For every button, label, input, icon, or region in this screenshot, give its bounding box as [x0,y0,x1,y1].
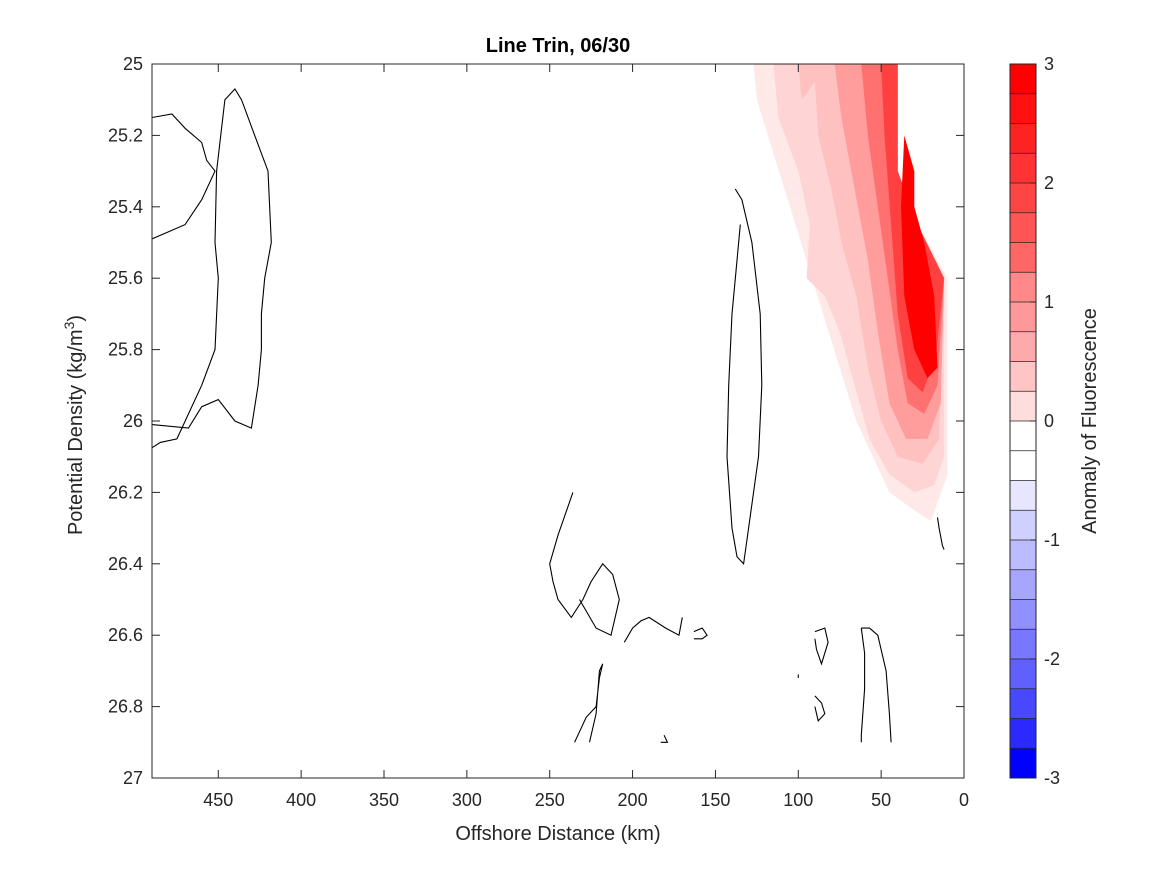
zero-contour-line-6 [814,627,829,666]
y-tick-label: 25.6 [108,268,143,288]
colorbar-segment [1010,599,1036,630]
zero-contour-line-7 [814,695,826,723]
zero-contour-line-3 [623,616,683,643]
colorbar-tick-label: -1 [1044,530,1060,550]
x-tick-label: 100 [783,790,813,810]
y-tick-label: 25 [123,54,143,74]
x-tick-label: 50 [871,790,891,810]
colorbar-segment [1010,688,1036,719]
colorbar-segment [1010,272,1036,303]
y-tick-label: 25.4 [108,197,143,217]
zero-contour-line-9 [861,627,892,743]
zero-contour-layer [152,88,945,743]
zero-contour-line-0 [152,113,216,240]
colorbar-segment [1010,153,1036,184]
y-axis-label-close: ) [65,315,87,322]
colorbar-segment [1010,480,1036,511]
colorbar-label: Anomaly of Fluorescence [1079,308,1101,534]
colorbar-segment [1010,212,1036,243]
zero-contour-line-4 [726,188,763,566]
y-tick-label: 25.8 [108,340,143,360]
colorbar [1010,64,1036,779]
colorbar-segment [1010,331,1036,362]
y-tick-label: 26 [123,411,143,431]
colorbar-segment [1010,510,1036,541]
colorbar-segment [1010,450,1036,481]
y-axis-label-sup: 3 [61,321,77,329]
x-axis: 450 400 350 300 250 200 150 100 50 0 [203,64,969,810]
colorbar-segment [1010,64,1036,95]
colorbar-tick-label: 1 [1044,292,1054,312]
colorbar-segment [1010,183,1036,214]
colorbar-segment [1010,718,1036,749]
x-tick-label: 150 [700,790,730,810]
anomaly-band-6 [901,64,938,379]
colorbar-tick-label: 0 [1044,411,1054,431]
zero-contour-line-12 [660,734,669,743]
x-tick-label: 400 [286,790,316,810]
zero-contour-line-5 [693,627,708,640]
y-tick-label: 26.6 [108,625,143,645]
colorbar-segment [1010,361,1036,392]
anomaly-fill-layer [753,64,948,521]
zero-contour-line-1 [152,88,272,449]
colorbar-segment [1010,302,1036,333]
colorbar-tick-label: 2 [1044,173,1054,193]
colorbar-segment [1010,242,1036,273]
colorbar-segment [1010,659,1036,690]
colorbar-segment [1010,421,1036,452]
colorbar-ticks: 3 2 1 0 -1 -2 -3 [1030,54,1060,788]
y-tick-label: 25.2 [108,125,143,145]
colorbar-tick-label: -3 [1044,768,1060,788]
zero-contour-line-10 [936,517,945,550]
colorbar-segment [1010,540,1036,571]
colorbar-segment [1010,748,1036,779]
y-tick-label: 26.4 [108,554,143,574]
y-tick-label: 27 [123,768,143,788]
x-tick-label: 0 [959,790,969,810]
x-tick-label: 300 [452,790,482,810]
y-axis-label-main: Potential Density (kg/m [65,329,87,535]
x-tick-label: 350 [369,790,399,810]
y-axis: 25 25.2 25.4 25.6 25.8 26 26.2 26.4 26.6 26.8 27 [108,54,964,788]
colorbar-segment [1010,123,1036,154]
zero-contour-line-2 [549,492,620,636]
y-tick-label: 26.2 [108,482,143,502]
colorbar-segment [1010,629,1036,660]
x-tick-label: 450 [203,790,233,810]
x-axis-label: Offshore Distance (km) [455,823,660,845]
colorbar-segment [1010,569,1036,600]
colorbar-tick-label: 3 [1044,54,1054,74]
colorbar-tick-label: -2 [1044,649,1060,669]
x-tick-label: 200 [618,790,648,810]
zero-contour-line-8 [860,628,866,743]
y-tick-label: 26.8 [108,697,143,717]
x-tick-label: 250 [535,790,565,810]
y-axis-label: Potential Density (kg/m3) [61,315,87,535]
colorbar-segment [1010,391,1036,422]
chart-title: Line Trin, 06/30 [486,35,631,57]
zero-contour-line-11 [574,663,604,743]
colorbar-segment [1010,93,1036,124]
